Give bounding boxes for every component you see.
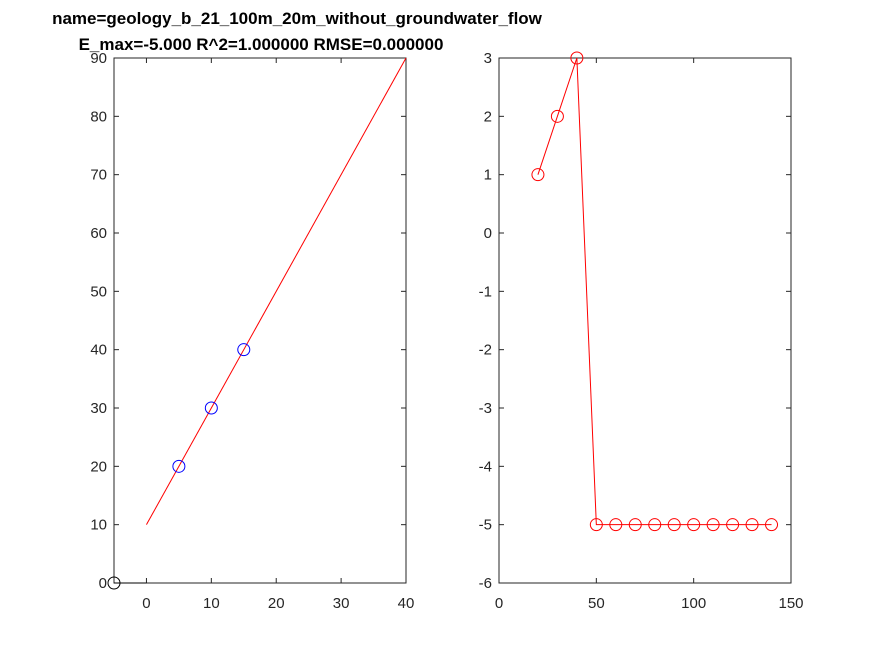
left-plot-area: 0 10 20 30 40 0 10 20 30 40 50 60 70 80 90 [90,50,414,612]
right-plot: 0 50 100 150 -6 -5 -4 -3 -2 -1 0 1 2 3 [479,50,804,612]
left-plot: 0 10 20 30 40 0 10 20 30 40 50 60 70 80 90 [90,50,414,612]
left-y-tick-label: 40 [90,342,107,359]
right-x-tick-label: 100 [681,595,706,612]
right-x-tick-label: 0 [495,595,503,612]
left-y-tick-label: 80 [90,108,107,125]
left-y-tick-label: 90 [90,50,107,67]
right-y-tick-label: 1 [484,167,492,184]
figure-title-line1: name=geology_b_21_100m_20m_without_groun… [52,9,543,28]
right-y-tick-label: 3 [484,50,492,67]
right-y-tick-label: 0 [484,225,492,242]
right-data-point [550,109,564,123]
right-y-tick-label: -5 [479,517,492,534]
left-y-tick-label: 30 [90,400,107,417]
right-data-point [609,518,623,532]
right-y-tick-label: -6 [479,575,492,592]
right-data-point [570,51,584,65]
right-data-point [765,518,779,532]
right-x-tick-label: 150 [778,595,803,612]
left-data-point [204,401,218,415]
right-y-tick-label: -4 [479,458,492,475]
right-data-point [726,518,740,532]
right-data-point [628,518,642,532]
left-data-point [172,459,186,473]
right-series-line [537,57,772,526]
right-data-point [648,518,662,532]
right-y-tick-label: 2 [484,108,492,125]
right-data-point [687,518,701,532]
left-x-tick-label: 0 [142,595,150,612]
right-data-point [706,518,720,532]
right-y-tick-label: -2 [479,342,492,359]
left-y-tick-label: 0 [99,575,107,592]
left-x-tick-label: 20 [268,595,285,612]
left-axes-box [113,57,407,584]
figure-title-line2: E_max=-5.000 R^2=1.000000 RMSE=0.000000 [79,35,444,54]
left-y-tick-label: 60 [90,225,107,242]
right-y-tick-label: -3 [479,400,492,417]
right-data-point [745,518,759,532]
right-y-tick-label: -1 [479,283,492,300]
left-x-tick-label: 30 [333,595,350,612]
right-data-point [531,168,545,182]
left-y-tick-label: 70 [90,167,107,184]
left-y-tick-label: 50 [90,283,107,300]
right-data-point [667,518,681,532]
left-origin-point [107,576,121,590]
left-data-point [237,343,251,357]
right-plot-area: 0 50 100 150 -6 -5 -4 -3 -2 -1 0 1 2 3 [479,50,804,612]
left-y-tick-label: 10 [90,517,107,534]
left-x-tick-label: 40 [398,595,415,612]
left-x-tick-label: 10 [203,595,220,612]
right-x-tick-label: 50 [588,595,605,612]
left-fit-line [146,57,407,525]
right-axes-box [498,57,792,584]
right-data-point [589,518,603,532]
left-y-tick-label: 20 [90,458,107,475]
